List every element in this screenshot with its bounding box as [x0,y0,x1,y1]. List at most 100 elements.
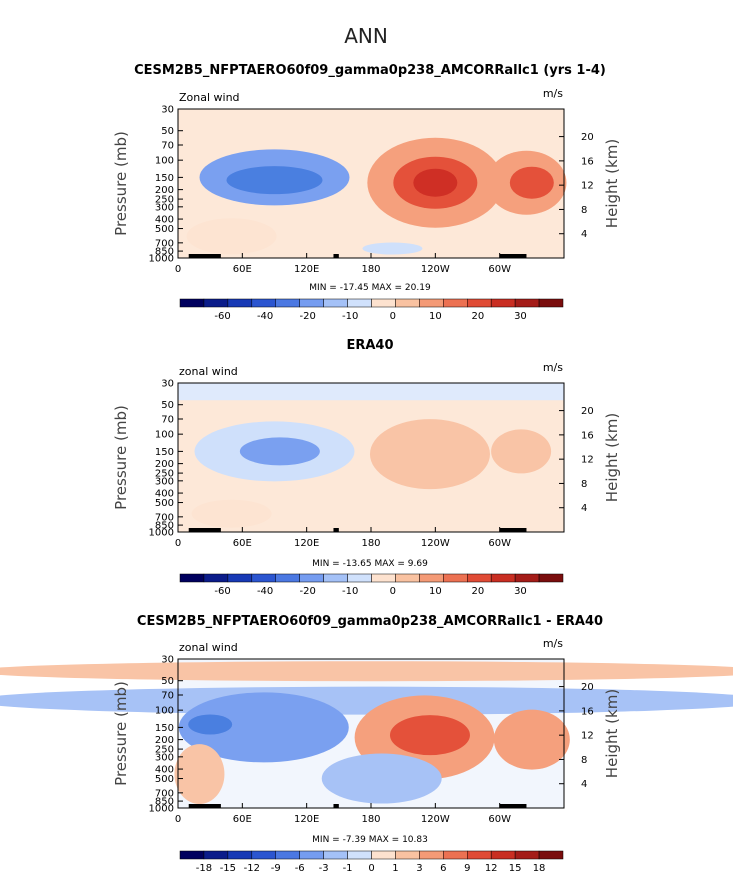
colorbar-swatch [275,573,300,583]
colorbar-label: 6 [440,863,446,873]
colorbar-label: -40 [257,311,273,322]
y-tick-label: 200 [155,185,174,196]
colorbar-swatch [203,850,229,860]
min-max-label: MIN = -13.65 MAX = 9.69 [312,559,428,569]
colorbar-label: -9 [271,863,281,873]
contour-feature-8 [174,744,225,805]
topography-bar-2 [333,528,339,532]
colorbar: -60 -40 -20 -10 0 10 20 30 [179,298,564,322]
colorbar-swatch [538,573,564,583]
x-tick-label: 180 [361,264,380,275]
colorbar-swatch [179,298,205,308]
colorbar-label: -3 [319,863,329,873]
colorbar-label: 18 [533,863,546,873]
y-tick-label: 850 [155,797,174,808]
colorbar-swatch [251,573,276,583]
colorbar-label: -10 [342,311,358,322]
x-tick-label: 120E [294,264,319,275]
y-tick-label: 100 [155,706,174,717]
colorbar-swatch [371,573,396,583]
colorbar-swatch [395,573,420,583]
colorbar-swatch [490,573,516,583]
colorbar-label: -60 [214,311,230,322]
x-tick-label: 120E [294,814,319,825]
contour-feature-9 [362,242,423,255]
topography-bar-3 [499,254,527,258]
units-label: m/s [543,637,563,650]
min-max-label: MIN = -7.39 MAX = 10.83 [312,835,428,845]
colorbar-label: -10 [342,586,358,597]
y-tick-label: 1000 [149,528,174,539]
colorbar-swatch [443,298,468,308]
y2-axis-title: Height (km) [603,139,621,228]
contour-feature-1 [0,661,733,682]
colorbar-label: 10 [429,586,442,597]
colorbar-swatch [299,298,324,308]
colorbar-label: -20 [299,311,315,322]
colorbar-label: 15 [509,863,522,873]
y-tick-label: 200 [155,735,174,746]
y2-tick-label: 8 [581,755,587,766]
contour-feature-2 [239,437,320,466]
colorbar-swatch [299,573,324,583]
y2-tick-label: 4 [581,503,587,514]
colorbar-swatch [419,298,444,308]
y-tick-label: 150 [155,447,174,458]
colorbar-swatch [347,298,372,308]
colorbar-swatch [227,298,253,308]
colorbar-swatch [347,573,372,583]
colorbar-label: 30 [514,311,527,322]
x-tick-label: 120W [421,264,450,275]
colorbar-swatch [203,573,229,583]
y-tick-label: 1000 [149,804,174,815]
colorbar-label: -6 [295,863,305,873]
y-tick-label: 30 [161,655,174,666]
y-tick-label: 100 [155,156,174,167]
y-tick-label: 70 [161,691,174,702]
colorbar-label: 0 [368,863,374,873]
colorbar-swatch [299,850,324,860]
y2-tick-label: 20 [581,406,594,417]
y2-tick-label: 12 [581,181,594,192]
topography-bar-2 [333,254,339,258]
y-tick-label: 30 [161,379,174,390]
y-tick-label: 200 [155,459,174,470]
x-tick-label: 180 [361,538,380,549]
variable-label: zonal wind [179,641,238,654]
x-tick-label: 60E [233,264,252,275]
colorbar-swatch [371,298,396,308]
y2-tick-label: 4 [581,229,587,240]
colorbar-label: -15 [220,863,236,873]
colorbar-label: 10 [429,311,442,322]
contour-feature-4 [491,429,552,474]
y-tick-label: 150 [155,173,174,184]
colorbar-swatch [514,850,540,860]
colorbar-swatch [395,298,420,308]
colorbar-swatch [395,850,420,860]
y-tick-label: 250 [155,745,174,756]
y-tick-label: 250 [155,469,174,480]
y-tick-label: 50 [161,126,174,137]
colorbar-swatch [419,573,444,583]
x-tick-label: 0 [175,538,181,549]
y-tick-label: 30 [161,105,174,116]
y-tick-label: 700 [155,512,174,523]
colorbar-swatch [443,573,468,583]
y-tick-label: 850 [155,521,174,532]
y-tick-label: 70 [161,415,174,426]
chart-panel-3: CESM2B5_NFPTAERO60f09_gamma0p238_AMCORRa… [0,614,733,873]
colorbar-swatch [323,573,348,583]
contour-feature-2 [0,686,733,715]
colorbar-swatch [514,573,540,583]
y2-tick-label: 16 [581,156,594,167]
y-tick-label: 500 [155,224,174,235]
colorbar-swatch [538,298,564,308]
y2-tick-label: 20 [581,682,594,693]
colorbar-swatch [179,573,205,583]
colorbar-label: 20 [472,311,485,322]
topography-bar-1 [188,254,221,258]
page-title: ANN [344,24,388,48]
colorbar-swatch [443,850,468,860]
y-tick-label: 50 [161,400,174,411]
colorbar: -60 -40 -20 -10 0 10 20 30 [179,573,564,597]
